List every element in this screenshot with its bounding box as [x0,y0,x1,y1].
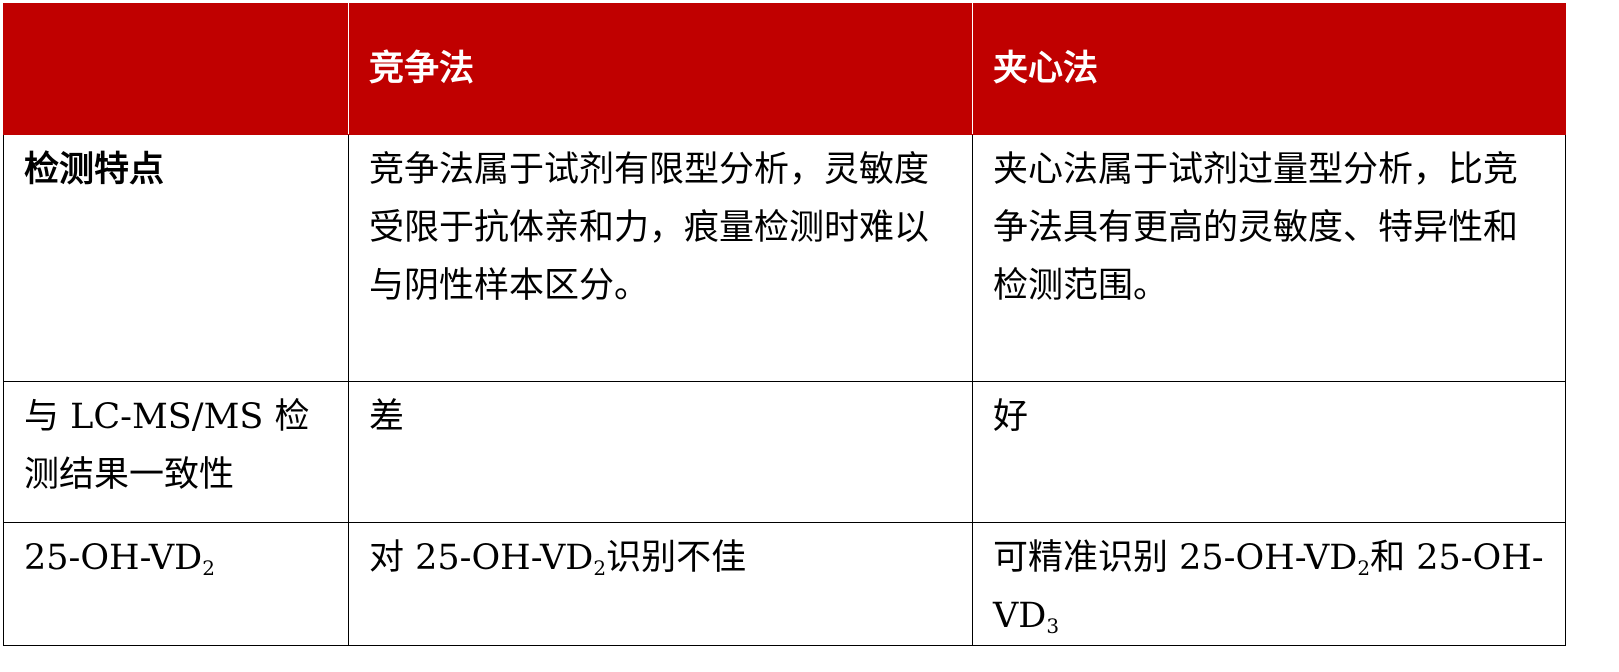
cell-text: 识别不佳 [606,538,747,578]
header-row: 竞争法 夹心法 [3,3,1566,135]
table-row: 与 LC-MS/MS 检测结果一致性 差 好 [3,381,1566,523]
table-row: 25-OH-VD2 对 25-OH-VD2识别不佳 可精准识别 25-OH-VD… [3,522,1566,646]
row-label: 检测特点 [3,134,349,382]
subscript: 2 [202,556,215,580]
header-empty-cell [3,3,349,135]
cell-text: 和 25-OH-VD [993,538,1544,636]
comparison-table: 竞争法 夹心法 检测特点 竞争法属于试剂有限型分析，灵敏度受限于抗体亲和力，痕量… [3,3,1566,646]
cell-text: 可精准识别 25-OH-VD [993,538,1358,578]
cell-sandwich: 可精准识别 25-OH-VD2和 25-OH-VD3 [972,522,1566,646]
cell-sandwich: 夹心法属于试剂过量型分析，比竞争法具有更高的灵敏度、特异性和检测范围。 [972,134,1566,382]
subscript: 3 [1046,614,1060,638]
cell-sandwich: 好 [972,381,1566,523]
row-label: 与 LC-MS/MS 检测结果一致性 [3,381,349,523]
cell-competitive: 竞争法属于试剂有限型分析，灵敏度受限于抗体亲和力，痕量检测时难以与阴性样本区分。 [348,134,973,382]
cell-competitive: 差 [348,381,973,523]
subscript: 2 [593,556,607,580]
row-label: 25-OH-VD2 [3,522,349,646]
header-competitive: 竞争法 [348,3,973,135]
table-row: 检测特点 竞争法属于试剂有限型分析，灵敏度受限于抗体亲和力，痕量检测时难以与阴性… [3,134,1566,382]
cell-competitive: 对 25-OH-VD2识别不佳 [348,522,973,646]
label-text: 25-OH-VD [24,538,203,578]
cell-text: 对 25-OH-VD [369,538,594,578]
subscript: 2 [1357,556,1371,580]
header-sandwich: 夹心法 [972,3,1566,135]
